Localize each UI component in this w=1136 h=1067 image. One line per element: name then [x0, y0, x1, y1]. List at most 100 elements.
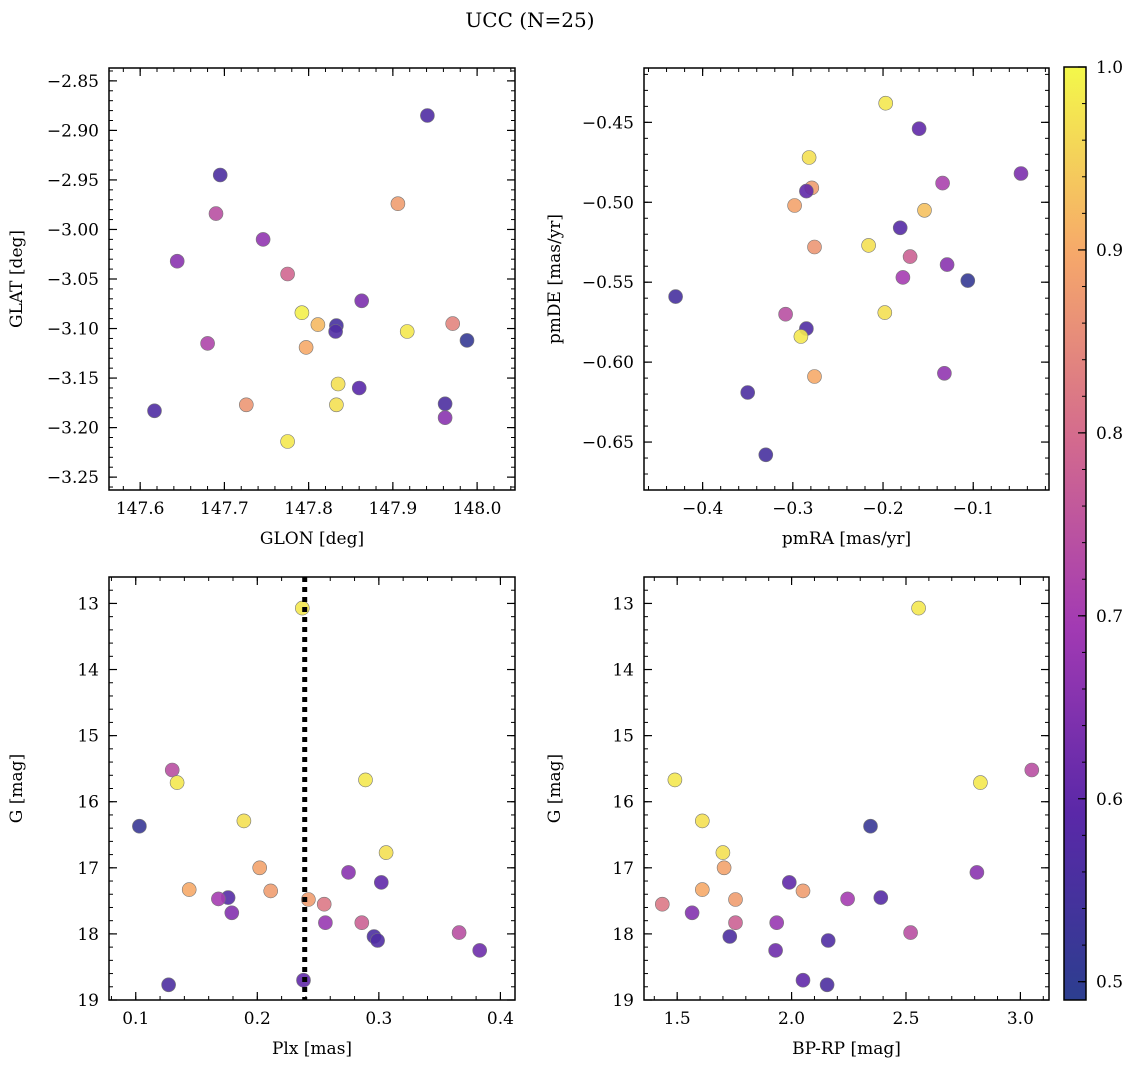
data-point — [420, 108, 435, 123]
data-point — [294, 305, 310, 321]
x-tick-label: 147.7 — [200, 499, 249, 519]
data-point — [1013, 166, 1029, 181]
data-point — [939, 257, 955, 272]
y-tick-label: 13 — [612, 594, 634, 614]
data-point — [161, 977, 176, 993]
data-point — [722, 929, 738, 944]
data-point — [801, 150, 817, 165]
x-tick-label: −0.1 — [953, 499, 994, 519]
data-point — [370, 933, 385, 948]
y-tick-label: −3.10 — [47, 320, 99, 340]
x-tick-label: 147.8 — [284, 499, 333, 519]
colorbar-tick-label: 0.5 — [1096, 973, 1123, 993]
data-point — [694, 813, 710, 829]
y-tick-label: 18 — [612, 925, 634, 945]
colorbar-gradient — [1063, 66, 1087, 1001]
data-point — [354, 293, 370, 309]
plot-frame — [643, 67, 1050, 491]
data-point — [351, 380, 367, 396]
y-tick-label: −3.20 — [47, 419, 99, 439]
data-point — [684, 905, 700, 921]
y-tick-label: −0.55 — [582, 273, 634, 293]
data-point — [892, 220, 908, 236]
data-point — [895, 270, 911, 285]
y-axis-label: G [mag] — [545, 754, 565, 823]
data-point — [252, 860, 268, 876]
data-point — [807, 369, 822, 384]
data-point — [169, 775, 185, 790]
data-point — [399, 324, 415, 339]
points-group — [668, 95, 1029, 463]
data-point — [787, 198, 802, 213]
data-point — [861, 238, 876, 253]
y-tick-label: −2.85 — [47, 72, 99, 92]
y-tick-label: 14 — [612, 661, 634, 681]
x-tick-label: 148.0 — [453, 499, 502, 519]
y-tick-label: −2.90 — [47, 121, 99, 141]
data-point — [937, 365, 952, 381]
colorbar: 0.5 0.6 0.7 0.8 0.9 1.0 — [1063, 58, 1123, 1001]
data-point — [795, 883, 811, 899]
data-point — [820, 933, 836, 948]
y-tick-label: 19 — [612, 991, 634, 1011]
data-point — [354, 915, 370, 931]
data-point — [668, 289, 683, 304]
y-axis-label: GLAT [deg] — [7, 230, 27, 328]
data-point — [740, 385, 756, 400]
colorbar-tick-label: 0.9 — [1096, 241, 1123, 261]
y-tick-label: −3.05 — [47, 270, 99, 290]
data-point — [132, 818, 147, 834]
data-point — [667, 772, 683, 788]
x-tick-label: 0.3 — [365, 1009, 392, 1029]
y-tick-label: −3.00 — [47, 220, 99, 240]
data-point — [445, 316, 461, 331]
data-point — [263, 883, 279, 899]
data-point — [728, 892, 743, 907]
x-tick-label: 0.1 — [122, 1009, 149, 1029]
y-axis-label: G [mag] — [7, 754, 27, 823]
data-point — [255, 232, 271, 247]
data-point — [807, 239, 822, 255]
data-point — [960, 273, 976, 288]
x-tick-label: 1.5 — [664, 1009, 691, 1029]
data-point — [728, 915, 743, 931]
data-point — [973, 775, 988, 790]
data-point — [472, 943, 488, 958]
data-point — [236, 813, 252, 829]
y-tick-label: 15 — [77, 727, 99, 747]
x-tick-label: 147.6 — [116, 499, 165, 519]
colorbar-tick-label: 1.0 — [1096, 58, 1123, 78]
x-tick-label: 147.9 — [369, 499, 418, 519]
x-tick-label: 2.5 — [892, 1009, 919, 1029]
data-point — [781, 875, 797, 890]
data-point — [799, 183, 814, 199]
data-point — [329, 397, 344, 413]
colorbar-tick-label: 0.6 — [1096, 790, 1123, 810]
data-point — [1024, 762, 1040, 778]
y-tick-label: 18 — [77, 925, 99, 945]
data-point — [164, 762, 180, 778]
data-point — [373, 875, 389, 890]
data-point — [341, 865, 356, 880]
data-point — [298, 340, 314, 355]
data-point — [316, 896, 332, 912]
y-axis-label: pmDE [mas/yr] — [545, 214, 565, 344]
data-point — [917, 203, 932, 218]
data-point — [451, 925, 467, 940]
data-point — [819, 977, 835, 993]
x-axis-label: pmRA [mas/yr] — [782, 529, 911, 549]
x-tick-label: −0.2 — [862, 499, 903, 519]
y-tick-label: 16 — [612, 793, 634, 813]
data-point — [769, 915, 785, 931]
plot-frame — [108, 67, 516, 491]
data-point — [181, 882, 197, 897]
data-point — [437, 410, 453, 426]
data-point — [878, 95, 894, 111]
data-point — [208, 206, 224, 221]
data-point — [330, 376, 346, 392]
data-point — [301, 892, 316, 907]
x-tick-label: −0.3 — [772, 499, 813, 519]
x-axis-label: GLON [deg] — [260, 529, 364, 549]
colorbar-tick-label: 0.7 — [1096, 607, 1123, 627]
